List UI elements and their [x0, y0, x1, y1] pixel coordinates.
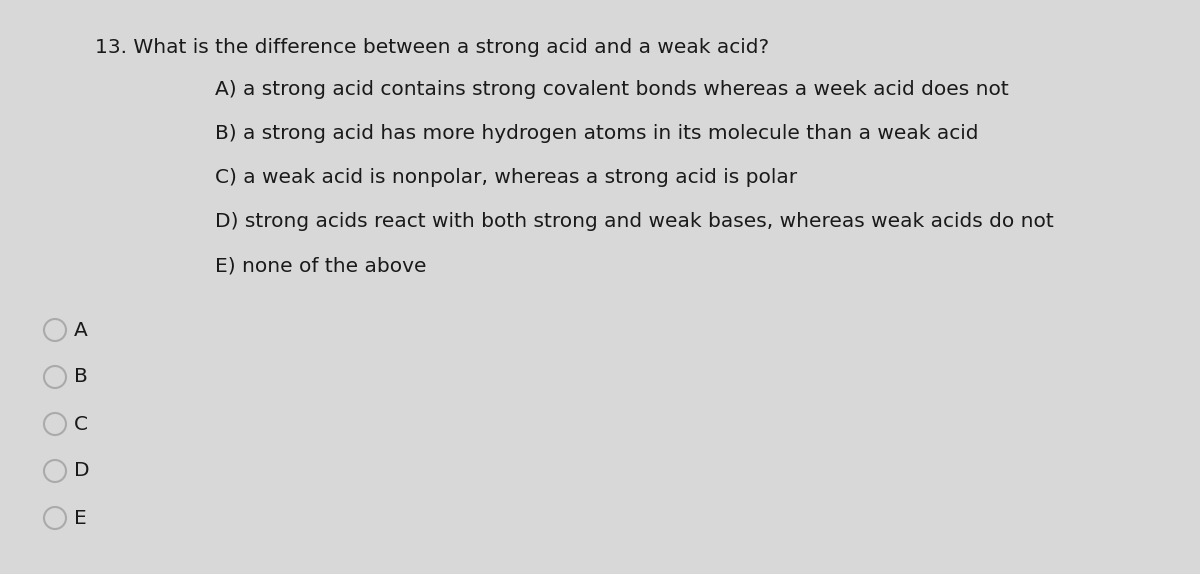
Text: 13. What is the difference between a strong acid and a weak acid?: 13. What is the difference between a str… — [95, 38, 769, 57]
Text: B: B — [74, 367, 88, 386]
Text: A: A — [74, 320, 88, 339]
Ellipse shape — [44, 507, 66, 529]
Text: C: C — [74, 414, 88, 433]
Text: E) none of the above: E) none of the above — [215, 256, 426, 275]
Text: C) a weak acid is nonpolar, whereas a strong acid is polar: C) a weak acid is nonpolar, whereas a st… — [215, 168, 797, 187]
Ellipse shape — [44, 413, 66, 435]
Text: D) strong acids react with both strong and weak bases, whereas weak acids do not: D) strong acids react with both strong a… — [215, 212, 1054, 231]
Ellipse shape — [44, 366, 66, 388]
Text: B) a strong acid has more hydrogen atoms in its molecule than a weak acid: B) a strong acid has more hydrogen atoms… — [215, 124, 978, 143]
Text: A) a strong acid contains strong covalent bonds whereas a week acid does not: A) a strong acid contains strong covalen… — [215, 80, 1009, 99]
Ellipse shape — [44, 460, 66, 482]
Text: E: E — [74, 509, 86, 528]
Text: D: D — [74, 461, 90, 480]
Ellipse shape — [44, 319, 66, 341]
